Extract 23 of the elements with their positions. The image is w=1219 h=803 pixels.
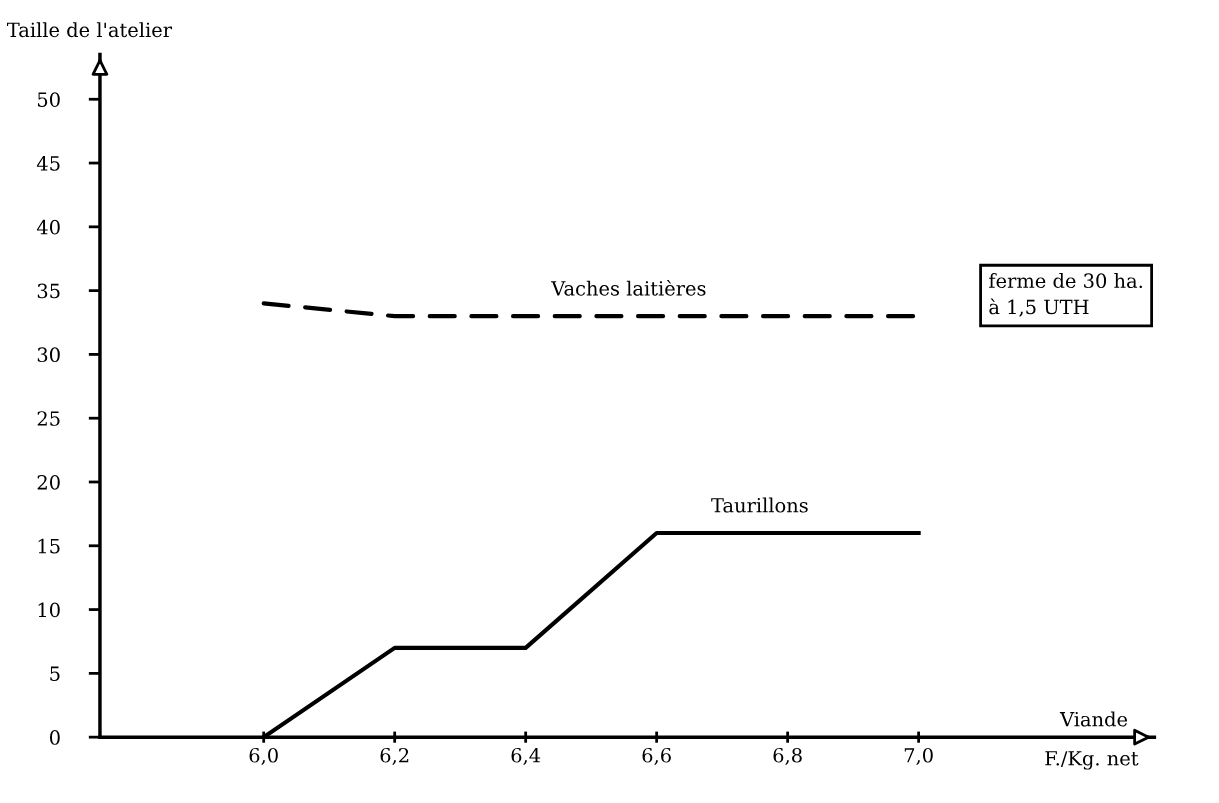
y-tick-label: 40: [36, 219, 60, 235]
y-tick-label: 5: [50, 666, 60, 682]
annotation: Viande: [1059, 711, 1128, 727]
y-tick-label: 25: [37, 411, 60, 426]
series-label: Taurillons: [711, 497, 808, 513]
x-tick-label: 6,8: [773, 747, 802, 765]
y-tick-label: 20: [37, 474, 60, 490]
x-tick-label: 6,6: [642, 747, 671, 765]
x-tick-label: 7,0: [904, 747, 933, 765]
y-tick-label: 35: [37, 283, 60, 299]
series-label: Vaches laitières: [551, 279, 706, 296]
annotation: ferme de 30 ha. à 1,5 UTH: [989, 273, 1143, 317]
y-tick-label: 30: [37, 347, 60, 363]
y-tick-label: 45: [36, 156, 60, 171]
x-tick-label: 6,4: [511, 747, 541, 765]
x-tick-label: 6,0: [249, 747, 278, 765]
x-axis-title: F./Kg. net: [1045, 751, 1139, 770]
y-tick-label: 50: [37, 92, 60, 107]
y-axis-title: Taille de l'atelier: [6, 22, 173, 38]
y-tick-label: 15: [38, 538, 60, 554]
y-tick-label: 10: [38, 602, 60, 618]
x-tick-label: 6,2: [380, 747, 409, 765]
y-tick-label: 0: [49, 730, 60, 745]
